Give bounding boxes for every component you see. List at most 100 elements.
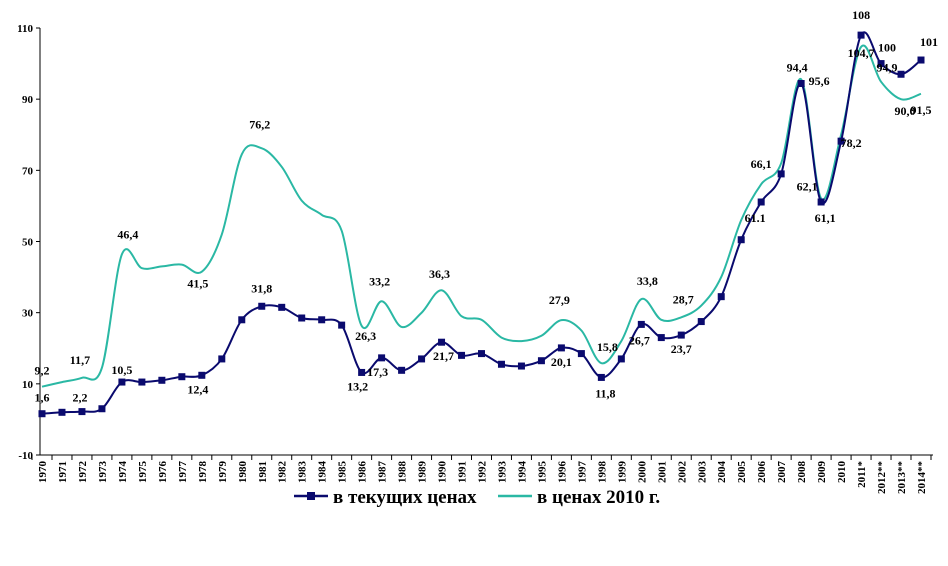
x-tick-label: 1994 — [516, 461, 528, 484]
data-label: 1,6 — [35, 391, 50, 405]
data-label: 66,1 — [751, 157, 772, 171]
x-tick-label: 1970 — [37, 461, 49, 484]
data-label: 11,8 — [595, 386, 615, 400]
y-tick-label: 10 — [22, 379, 34, 391]
x-tick-label: 1995 — [536, 461, 548, 484]
data-point — [258, 302, 266, 310]
x-tick-label: 1987 — [377, 461, 389, 484]
data-point — [218, 355, 226, 363]
legend: в текущих ценах в ценах 2010 г. — [294, 487, 660, 508]
data-point — [597, 373, 605, 381]
data-label: 78,2 — [841, 136, 862, 150]
data-label: 20,1 — [551, 355, 572, 369]
data-label: 61,1 — [815, 211, 836, 225]
x-tick-label: 2013** — [896, 461, 908, 495]
data-label: 62,1 — [797, 179, 818, 193]
x-tick-label: 2002 — [676, 461, 688, 484]
data-label: 91,5 — [911, 103, 932, 117]
x-tick-label: 2009 — [816, 461, 828, 484]
data-point — [318, 316, 326, 324]
data-point — [138, 378, 146, 386]
x-tick-label: 1984 — [317, 461, 329, 484]
data-label: 15,8 — [597, 340, 618, 354]
x-tick-label: 2005 — [736, 461, 748, 484]
data-label: 21,7 — [433, 349, 454, 363]
y-tick-label: 110 — [17, 23, 33, 35]
data-point — [98, 405, 106, 413]
data-label: 95,6 — [809, 74, 830, 88]
data-point — [238, 316, 246, 324]
data-label: 23,7 — [671, 342, 692, 356]
x-tick-label: 1971 — [57, 461, 69, 483]
data-point — [178, 373, 186, 381]
data-point — [278, 303, 286, 311]
data-label: 33,8 — [637, 274, 658, 288]
data-label: 11,7 — [70, 353, 90, 367]
y-tick-label: 30 — [22, 308, 34, 320]
x-tick-label: 2001 — [656, 461, 668, 483]
data-label: 46,4 — [117, 227, 138, 241]
legend-label-2010-prices: в ценах 2010 г. — [537, 487, 660, 508]
data-label: 26,7 — [629, 333, 650, 347]
x-tick-label: 1982 — [277, 461, 289, 484]
x-tick-label: 2003 — [696, 461, 708, 484]
data-point — [537, 357, 545, 365]
data-point — [398, 366, 406, 374]
x-tick-label: 2011* — [856, 461, 868, 488]
data-label: 13,2 — [347, 379, 368, 393]
x-tick-label: 2000 — [636, 461, 648, 484]
data-point — [198, 371, 206, 379]
data-point — [857, 31, 865, 39]
data-label: 104,7 — [848, 46, 875, 60]
data-point — [438, 338, 446, 346]
data-label: 108 — [852, 8, 870, 22]
data-label: 90,0 — [895, 104, 916, 118]
x-tick-label: 1973 — [97, 461, 109, 484]
data-point — [517, 362, 525, 370]
data-label: 41,5 — [187, 277, 208, 291]
data-point — [358, 368, 366, 376]
data-point — [118, 378, 126, 386]
series-line-2010-prices — [41, 44, 922, 388]
data-point — [497, 360, 505, 368]
x-tick-label: 1976 — [157, 461, 169, 484]
data-point — [557, 344, 565, 352]
data-label: 28,7 — [673, 292, 694, 306]
data-label: 26,3 — [355, 329, 376, 343]
data-label: 12,4 — [187, 382, 208, 396]
data-label: 101 — [920, 35, 938, 49]
data-point — [657, 334, 665, 342]
x-tick-label: 1997 — [576, 461, 588, 484]
data-point — [837, 137, 845, 145]
data-point — [757, 198, 765, 206]
y-tick-label: -10 — [18, 450, 33, 462]
data-point — [577, 350, 585, 358]
data-point — [637, 320, 645, 328]
x-tick-label: 1974 — [117, 461, 129, 484]
x-tick-label: 2007 — [776, 461, 788, 484]
data-point — [338, 321, 346, 329]
data-label: 27,9 — [549, 293, 570, 307]
y-tick-label: 90 — [22, 94, 34, 106]
data-point — [78, 408, 86, 416]
x-tick-label: 1978 — [197, 461, 209, 484]
x-tick-label: 2006 — [756, 461, 768, 484]
data-label: 33,2 — [369, 274, 390, 288]
data-point — [418, 355, 426, 363]
x-tick-label: 1986 — [357, 461, 369, 484]
x-tick-label: 2014** — [916, 461, 928, 495]
data-label: 17,3 — [367, 365, 388, 379]
data-point — [677, 331, 685, 339]
x-tick-label: 1981 — [257, 461, 269, 483]
data-label: 94,4 — [787, 61, 808, 75]
data-point — [58, 408, 66, 416]
data-point — [917, 56, 925, 64]
data-label: 9,2 — [35, 364, 50, 378]
x-axis: 1970 1971 1972 1973 1974 1975 1976 1977 1978 1979… — [31, 454, 933, 495]
x-tick-label: 2008 — [796, 461, 808, 484]
data-point — [38, 410, 46, 418]
x-tick-label: 1998 — [596, 461, 608, 484]
data-point — [897, 70, 905, 78]
data-label: 61.1 — [745, 211, 766, 225]
